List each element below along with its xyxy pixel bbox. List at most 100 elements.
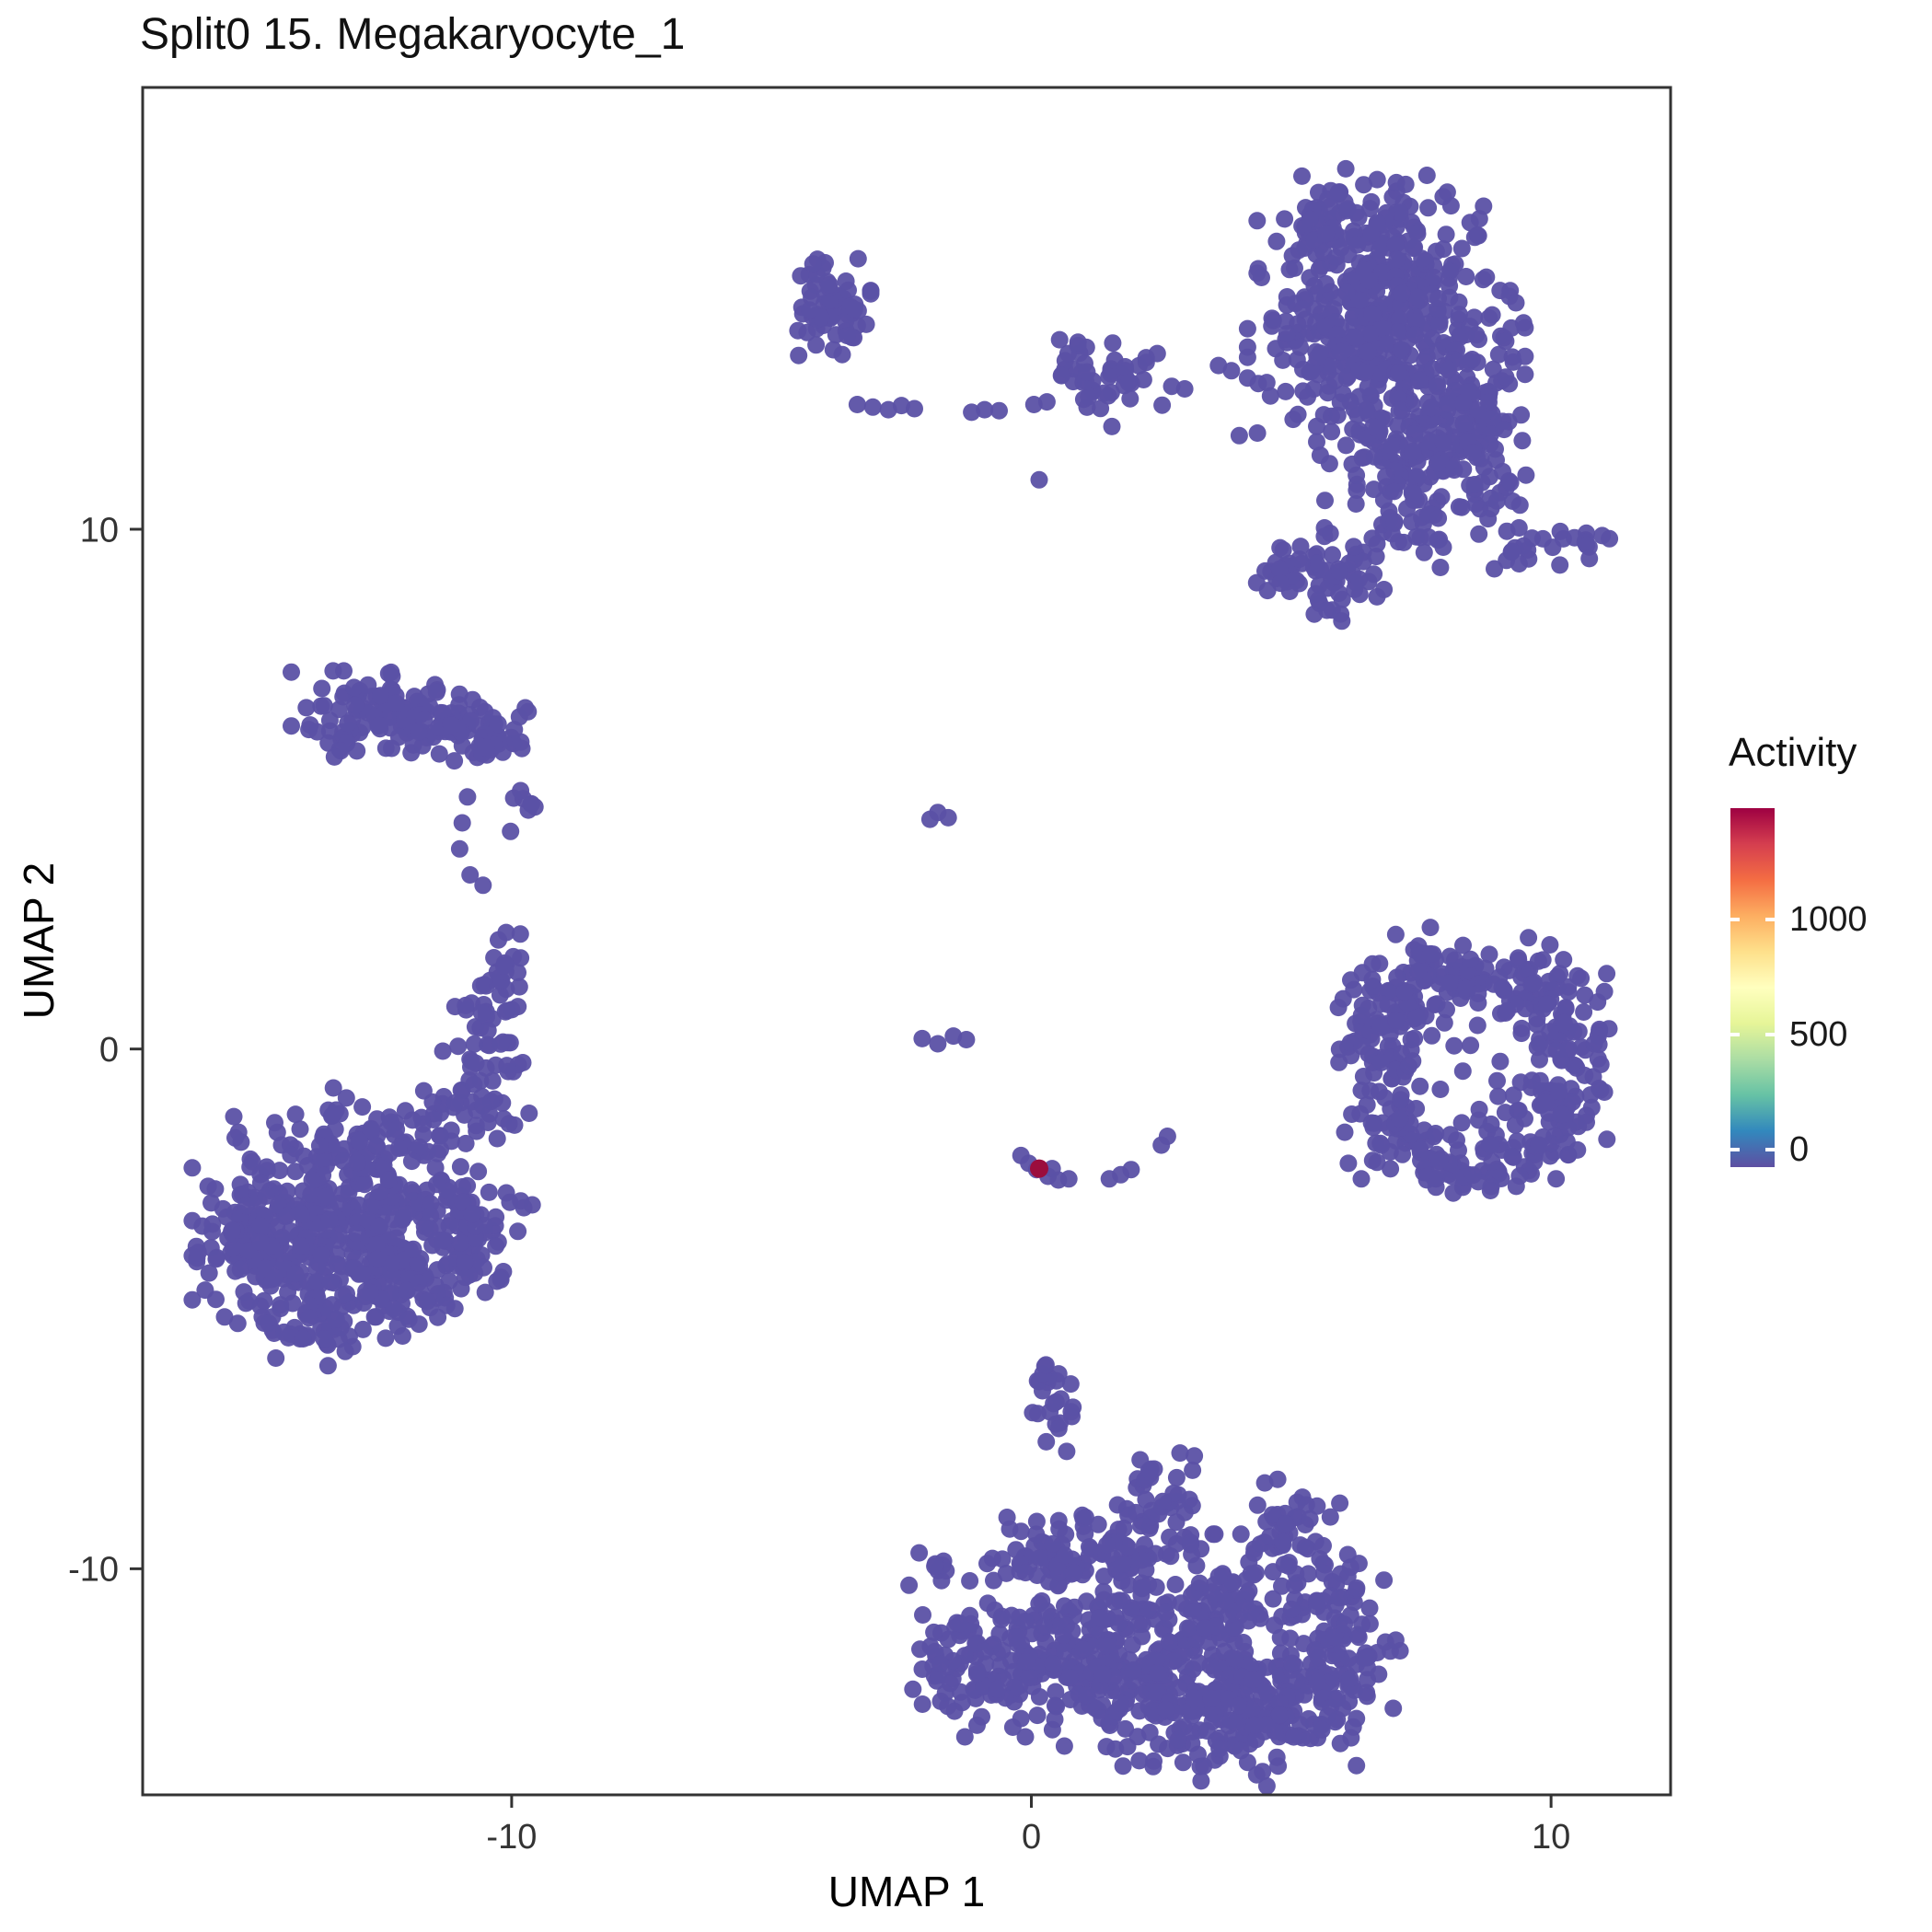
data-point	[454, 1178, 471, 1196]
data-point	[1148, 1683, 1166, 1701]
data-point	[1017, 1652, 1035, 1671]
data-point	[1575, 1003, 1593, 1021]
cluster-left-bottom	[183, 923, 541, 1375]
data-point	[1271, 538, 1290, 557]
data-point	[906, 399, 923, 418]
data-point	[1166, 1576, 1185, 1593]
data-point	[1185, 1689, 1203, 1707]
data-point	[1352, 1170, 1371, 1188]
data-point	[1368, 1153, 1386, 1172]
singleton-points	[450, 356, 1371, 1189]
data-point	[1285, 1728, 1302, 1746]
data-point	[1379, 981, 1397, 1000]
data-point	[465, 1075, 483, 1093]
data-point	[1157, 1603, 1174, 1622]
data-point	[1468, 1016, 1487, 1035]
data-point	[1364, 418, 1382, 436]
data-point	[1024, 396, 1043, 413]
data-point	[1415, 543, 1433, 561]
data-point	[1559, 1039, 1578, 1058]
data-point	[1489, 345, 1508, 364]
data-point	[492, 1270, 510, 1289]
data-point	[910, 1544, 929, 1562]
data-point	[1533, 529, 1552, 548]
data-point	[1238, 1753, 1256, 1772]
data-point	[1307, 584, 1325, 603]
data-point	[1551, 522, 1569, 540]
data-point	[920, 810, 939, 828]
data-point	[1463, 444, 1482, 462]
data-point	[345, 678, 364, 697]
data-point	[1184, 1461, 1202, 1479]
data-point	[1063, 1622, 1082, 1640]
data-point	[450, 685, 469, 703]
data-point	[1314, 1536, 1332, 1555]
data-point	[1311, 446, 1329, 465]
data-point	[1345, 400, 1363, 419]
data-point	[272, 1296, 290, 1314]
data-point	[1470, 1111, 1487, 1129]
x-tick-label: 10	[1532, 1818, 1570, 1857]
data-point	[1047, 1683, 1065, 1701]
plot-title: Split0 15. Megakaryocyte_1	[140, 10, 686, 59]
data-point	[1516, 318, 1534, 337]
data-point	[479, 1035, 497, 1054]
data-point	[1389, 533, 1407, 551]
data-point	[1078, 1592, 1095, 1611]
data-point	[426, 1277, 445, 1295]
data-point	[1190, 1654, 1208, 1672]
data-point	[1372, 995, 1391, 1013]
data-point	[1435, 1013, 1453, 1032]
data-point	[1385, 513, 1404, 531]
data-point	[804, 255, 822, 273]
data-point	[939, 808, 957, 827]
data-point	[283, 717, 300, 735]
data-point	[1402, 1031, 1420, 1048]
data-point	[991, 1656, 1010, 1674]
data-point	[312, 1150, 330, 1168]
data-point	[411, 1138, 429, 1156]
data-point	[1171, 1444, 1189, 1463]
data-point	[976, 400, 994, 419]
data-point	[1465, 476, 1484, 493]
legend-tick-label: 0	[1789, 1129, 1810, 1169]
data-point	[1410, 371, 1429, 389]
data-point	[978, 1555, 996, 1573]
data-point	[1429, 377, 1447, 396]
data-point	[1351, 1105, 1370, 1123]
data-point	[1428, 995, 1446, 1013]
data-point	[1056, 1643, 1074, 1660]
data-point	[1024, 1404, 1042, 1422]
data-point	[292, 1237, 310, 1255]
data-point	[413, 736, 432, 755]
data-point	[1289, 405, 1307, 423]
data-point	[1230, 1696, 1247, 1715]
data-point	[1450, 1141, 1467, 1160]
data-point	[1153, 1492, 1172, 1510]
data-point	[1407, 1008, 1426, 1026]
data-point	[334, 1151, 353, 1170]
cluster-top-middle	[789, 249, 1172, 435]
data-point	[1313, 1720, 1331, 1739]
data-point	[457, 1134, 475, 1152]
data-point	[1408, 468, 1427, 486]
data-point	[469, 1163, 488, 1181]
data-point	[1248, 212, 1267, 230]
data-point	[483, 1071, 502, 1090]
data-point	[487, 1237, 505, 1255]
data-point	[1114, 1556, 1132, 1574]
data-point	[449, 1037, 468, 1056]
data-point	[383, 667, 401, 686]
data-point	[951, 1614, 969, 1633]
data-point	[346, 696, 364, 714]
data-point	[1169, 1730, 1187, 1749]
data-point	[255, 1314, 273, 1332]
data-point	[1362, 192, 1381, 211]
data-point	[1355, 176, 1373, 194]
data-point	[1058, 1442, 1076, 1461]
data-point	[1477, 268, 1496, 286]
data-point	[1359, 342, 1378, 361]
y-tick-label: 0	[99, 1031, 119, 1070]
data-point	[1408, 225, 1427, 243]
data-point	[1104, 334, 1122, 353]
